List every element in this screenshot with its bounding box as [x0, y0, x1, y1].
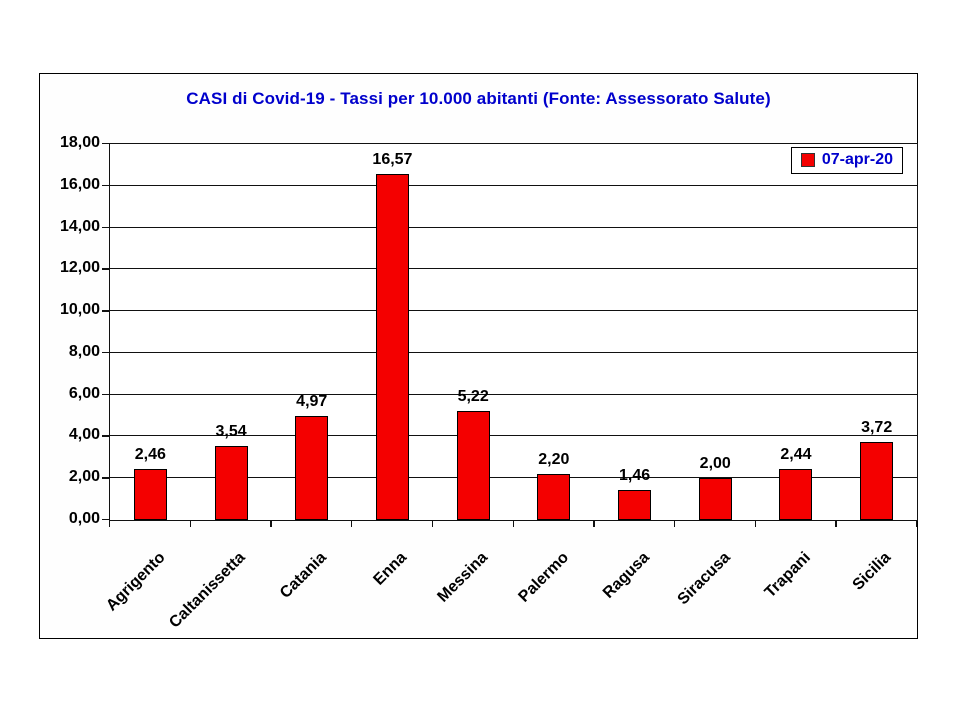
bar-value-label: 2,00 [699, 455, 731, 473]
x-category-label: Ragusa [599, 549, 653, 602]
bar-value-label: 4,97 [296, 393, 328, 411]
bar-value-label: 2,44 [780, 446, 812, 464]
y-tick-mark [102, 435, 109, 437]
bar-siracusa [698, 478, 732, 520]
gridline [110, 310, 917, 312]
y-tick-label: 12,00 [59, 259, 100, 277]
legend-series-marker-icon [800, 153, 815, 167]
legend: 07-apr-20 [790, 147, 903, 174]
bar-value-label: 5,22 [457, 387, 489, 405]
x-tick-mark [512, 520, 514, 527]
bar-value-label: 1,46 [618, 466, 651, 484]
gridline [110, 226, 917, 228]
bar-value-label: 2,20 [538, 451, 570, 469]
x-tick-mark [835, 520, 837, 527]
x-tick-mark [593, 520, 595, 527]
bar-palermo [537, 474, 571, 520]
y-tick-label: 16,00 [59, 175, 100, 193]
y-tick-mark [102, 268, 109, 270]
x-tick-mark [673, 520, 676, 527]
x-category-label: Agrigento [102, 549, 169, 615]
x-category-label: Enna [370, 549, 411, 589]
y-tick-label: 14,00 [59, 217, 100, 235]
x-tick-mark [189, 520, 192, 527]
y-tick-label: 10,00 [59, 301, 100, 319]
y-tick-mark [102, 477, 109, 479]
x-tick-mark [916, 520, 918, 527]
y-tick-mark [102, 184, 109, 187]
bar-sicilia [860, 442, 894, 520]
x-tick-mark [351, 520, 353, 527]
gridline [110, 435, 917, 437]
x-category-label: Messina [434, 549, 492, 606]
x-category-label: Caltanissetta [166, 549, 250, 632]
x-category-label: Siracusa [674, 549, 734, 609]
gridline [110, 184, 917, 186]
y-tick-mark [102, 519, 109, 521]
bar-value-label: 16,57 [372, 150, 413, 168]
chart-container: CASI di Covid-19 - Tassi per 10.000 abit… [39, 73, 918, 639]
plot-area: 2,46 3,54 4,97 16,57 5,22 2,20 1,46 2,00 2,44 3,7… [109, 143, 918, 521]
x-tick-mark [109, 520, 111, 527]
bar-caltanissetta [214, 446, 248, 520]
y-tick-mark [102, 226, 109, 228]
x-category-label: Sicilia [849, 549, 895, 594]
y-tick-label: 2,00 [68, 468, 100, 486]
y-tick-mark [102, 351, 109, 354]
x-tick-mark [270, 520, 272, 527]
bar-value-label: 3,72 [861, 419, 893, 437]
x-tick-mark [754, 520, 756, 527]
y-tick-label: 0,00 [68, 510, 100, 527]
x-tick-mark [431, 520, 434, 527]
x-category-label: Catania [276, 549, 330, 602]
gridline [110, 268, 917, 270]
y-tick-label: 4,00 [68, 426, 100, 444]
chart-title: CASI di Covid-19 - Tassi per 10.000 abit… [186, 89, 771, 108]
y-tick-label: 6,00 [68, 384, 100, 402]
bar-ragusa [618, 489, 652, 520]
bar-agrigento [133, 468, 167, 520]
bar-value-label: 2,46 [134, 445, 166, 463]
bar-messina [456, 410, 490, 520]
gridline [110, 477, 917, 479]
bar-value-label: 3,54 [215, 423, 247, 441]
y-tick-mark [102, 143, 109, 145]
gridline [110, 393, 917, 395]
y-tick-label: 8,00 [68, 342, 100, 360]
bar-trapani [779, 469, 813, 520]
y-tick-mark [102, 310, 109, 312]
gridline [110, 351, 917, 353]
x-category-label: Palermo [515, 549, 572, 606]
bar-catania [295, 416, 329, 520]
x-category-label: Trapani [761, 549, 814, 602]
bar-enna [375, 173, 409, 520]
y-tick-mark [102, 393, 109, 396]
legend-series-label: 07-apr-20 [821, 151, 893, 168]
y-tick-label: 18,00 [59, 134, 100, 151]
